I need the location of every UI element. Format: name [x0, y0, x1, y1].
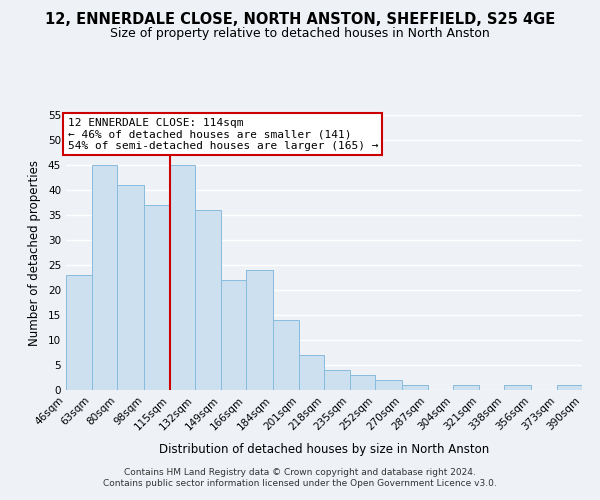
Bar — [504, 385, 531, 390]
Bar — [349, 375, 375, 390]
Bar — [402, 385, 427, 390]
Bar — [375, 380, 402, 390]
Bar — [324, 370, 349, 390]
Bar — [144, 205, 170, 390]
Text: Size of property relative to detached houses in North Anston: Size of property relative to detached ho… — [110, 28, 490, 40]
Bar — [221, 280, 246, 390]
Bar — [273, 320, 299, 390]
Bar — [170, 165, 195, 390]
Text: Contains HM Land Registry data © Crown copyright and database right 2024.
Contai: Contains HM Land Registry data © Crown c… — [103, 468, 497, 487]
Bar — [246, 270, 273, 390]
Y-axis label: Number of detached properties: Number of detached properties — [28, 160, 41, 346]
Bar — [557, 385, 582, 390]
Bar — [453, 385, 479, 390]
Bar — [299, 355, 324, 390]
Bar — [117, 185, 144, 390]
X-axis label: Distribution of detached houses by size in North Anston: Distribution of detached houses by size … — [159, 443, 489, 456]
Bar — [91, 165, 117, 390]
Bar — [66, 275, 91, 390]
Text: 12 ENNERDALE CLOSE: 114sqm
← 46% of detached houses are smaller (141)
54% of sem: 12 ENNERDALE CLOSE: 114sqm ← 46% of deta… — [67, 118, 378, 150]
Bar — [195, 210, 221, 390]
Text: 12, ENNERDALE CLOSE, NORTH ANSTON, SHEFFIELD, S25 4GE: 12, ENNERDALE CLOSE, NORTH ANSTON, SHEFF… — [45, 12, 555, 28]
